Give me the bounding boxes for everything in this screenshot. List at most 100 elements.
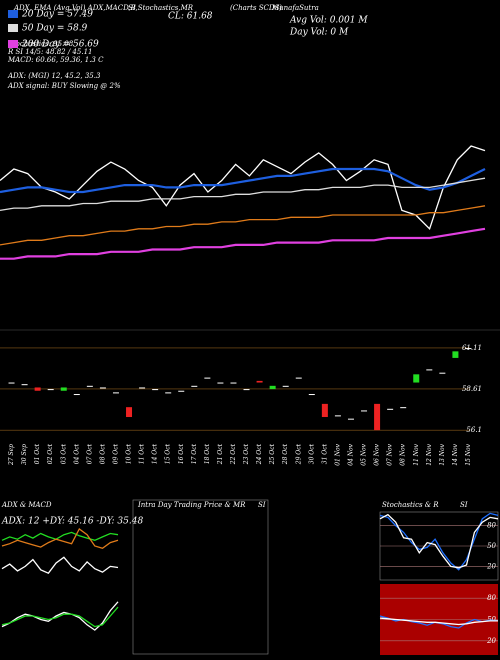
y-tick-label: 80 (487, 594, 496, 602)
candle (99, 387, 106, 389)
candle (21, 384, 28, 386)
x-tick-label: 23 Oct (243, 443, 250, 465)
x-tick-label: 05 Nov (361, 443, 368, 465)
candle (126, 407, 133, 418)
x-tick-label: 24 Oct (256, 443, 263, 465)
x-tick-label: 08 Oct (99, 443, 106, 464)
legend-label: 50 Day = 58.9 (22, 24, 88, 34)
y-tick-label: 58.61 (462, 385, 482, 393)
candle (230, 382, 237, 384)
x-tick-label: 31 Oct (321, 443, 328, 464)
x-tick-label: 18 Oct (204, 443, 211, 464)
candle (426, 369, 433, 371)
annotation: Stochastics: 95.08 (8, 40, 74, 48)
candle (321, 403, 328, 418)
candle (413, 374, 420, 383)
annotation: MunafaSutra (271, 4, 319, 12)
x-tick-label: 14 Nov (452, 443, 459, 465)
annotation: ADX, EMA (Avg.Vol) ADX,MACD,B (13, 4, 136, 12)
y-tick-label: 20 (486, 562, 496, 570)
x-tick-label: 15 Oct (165, 443, 172, 464)
intraday-frame (132, 499, 269, 655)
candle (452, 351, 459, 358)
candle (152, 389, 159, 391)
candle (60, 387, 67, 391)
candle (400, 407, 407, 409)
x-tick-label: 11 Oct (139, 443, 146, 464)
series-line (1, 606, 119, 628)
panel-title: ADX & MACD (1, 501, 52, 509)
x-tick-label: 15 Nov (465, 443, 472, 465)
x-tick-label: 17 Oct (191, 443, 198, 464)
series-line (1, 528, 119, 550)
panel-subtitle: SI (460, 501, 468, 509)
x-tick-label: 30 Sep (21, 444, 28, 465)
candle (465, 348, 472, 350)
x-tick-label: 13 Nov (439, 443, 446, 465)
x-tick-label: 21 Oct (217, 443, 224, 465)
annotation: MACD: 60.66, 59.36, 1.3 C (7, 56, 104, 64)
x-tick-label: 01 Oct (34, 443, 41, 464)
y-tick-label: 61.11 (462, 344, 482, 352)
x-tick-label: 02 Oct (47, 443, 54, 464)
candle (374, 403, 381, 431)
x-tick-label: 03 Oct (60, 443, 67, 464)
x-tick-label: 07 Nov (387, 443, 394, 465)
candle (243, 389, 250, 391)
candle (295, 377, 302, 379)
candle (269, 385, 276, 390)
x-tick-label: 06 Nov (374, 443, 381, 465)
candle (439, 372, 446, 374)
x-tick-label: 10 Oct (126, 443, 133, 464)
legend-label: 200 Day = 56.69 (21, 40, 99, 50)
series-line (1, 556, 119, 575)
legend-swatch (8, 10, 18, 18)
annotation: R SI 14/5: 48.82 / 45.11 (7, 48, 92, 56)
series-line (0, 177, 486, 212)
candle (8, 382, 15, 384)
x-tick-label: 30 Oct (308, 443, 315, 464)
annotation: CL: 61.68 (168, 12, 213, 22)
series-line (0, 205, 486, 246)
y-tick-label: 56.1 (466, 426, 482, 434)
x-tick-label: 08 Nov (400, 443, 407, 465)
legend-swatch (8, 40, 18, 48)
x-tick-label: 25 Oct (269, 443, 276, 465)
annotation: ADX: (MGI) 12, 45.2, 35.3 (7, 72, 101, 80)
legend-label: 20 Day = 57.49 (21, 10, 93, 20)
series-line (1, 601, 119, 631)
series-line (379, 513, 499, 569)
candle (204, 377, 211, 379)
candle (86, 385, 93, 387)
x-tick-label: 22 Oct (230, 443, 237, 465)
x-tick-label: 04 Oct (73, 443, 80, 464)
x-tick-label: 27 Sep (8, 444, 15, 466)
candle (47, 389, 54, 391)
annotation: SI,Stochastics,MR (128, 4, 194, 12)
x-tick-label: 04 Nov (347, 443, 354, 465)
y-tick-label: 50 (487, 542, 496, 550)
x-tick-label: 12 Nov (426, 443, 433, 465)
candle (217, 382, 224, 384)
panel-title: Intra Day Trading Price & MR (137, 501, 246, 509)
candle (139, 387, 146, 389)
y-tick-label: 80 (487, 522, 496, 530)
candle (361, 410, 368, 412)
series-line (0, 227, 486, 260)
legend-swatch (8, 24, 18, 32)
x-tick-label: 07 Oct (86, 443, 93, 464)
candle (165, 392, 172, 394)
series-line (379, 617, 498, 626)
candle (191, 385, 198, 387)
candle (256, 380, 263, 383)
annotation: (Charts SCDS) (230, 4, 282, 12)
panel-title: Stochastics & R (382, 501, 439, 509)
x-tick-label: 29 Oct (295, 443, 302, 465)
candle (112, 392, 119, 394)
x-tick-label: 16 Oct (178, 443, 185, 464)
candle (347, 418, 354, 420)
series-line (0, 167, 486, 194)
candle (387, 408, 394, 410)
candle (334, 415, 341, 417)
